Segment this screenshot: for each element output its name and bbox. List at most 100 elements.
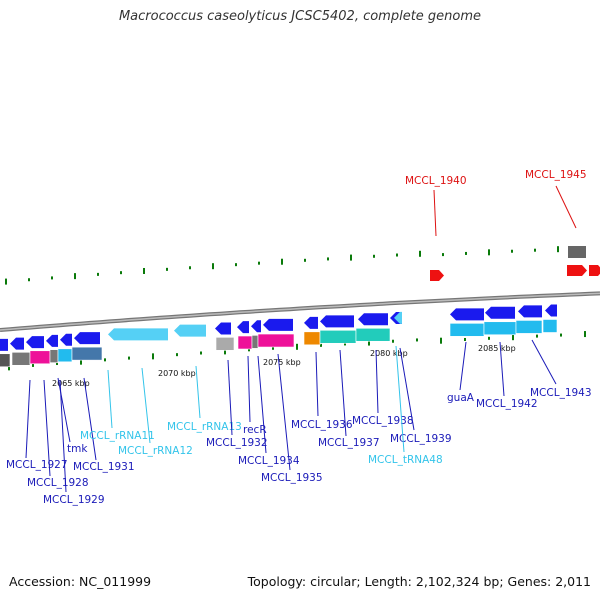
- gene-leader-line: [83, 377, 97, 461]
- gene-leader-line: [395, 345, 405, 453]
- gene-leader-line: [555, 185, 577, 229]
- skew-track-tick: [224, 348, 226, 355]
- gene-label-mccl-rrna11: MCCL_rRNA11: [80, 430, 155, 442]
- gene-label-guaa: guaA: [447, 392, 475, 404]
- gene-label-recr: recR: [243, 424, 267, 436]
- cds-arrow: [263, 318, 293, 331]
- cog-box: [0, 353, 11, 368]
- map-title: Macrococcus caseolyticus JCSC5402, compl…: [118, 9, 482, 24]
- skew-track-tick: [8, 364, 10, 371]
- gene-leader-line: [195, 365, 201, 419]
- cog-box: [257, 333, 295, 348]
- gc-track-tick: [327, 257, 329, 261]
- cog-box: [57, 348, 73, 363]
- skew-track-tick: [104, 358, 106, 362]
- cog-box: [449, 323, 485, 337]
- cds-arrow: [450, 308, 484, 321]
- cds-arrow: [0, 338, 8, 351]
- genome-backbone-highlight: [0, 292, 600, 331]
- cog-box: [237, 335, 253, 350]
- gene-label-mccl-1945: MCCL_1945: [525, 169, 587, 181]
- gc-track-tick: [419, 250, 421, 257]
- gene-leader-line: [459, 341, 467, 391]
- gc-track-tick: [488, 249, 490, 256]
- rrna-arrow: [108, 328, 168, 341]
- gc-track-tick: [304, 258, 306, 262]
- cds-arrow: [358, 313, 388, 326]
- cds-arrow: [320, 315, 354, 328]
- cds-arrow: [10, 337, 24, 350]
- cds-arrow: [518, 305, 542, 318]
- gc-track-tick: [143, 267, 145, 274]
- skew-track-tick: [344, 342, 346, 346]
- skew-track-tick: [200, 351, 202, 355]
- cog-box: [251, 335, 259, 349]
- gene-leader-line: [247, 355, 251, 423]
- gc-track-tick: [97, 272, 99, 276]
- gene-label-mccl-1931: MCCL_1931: [73, 461, 135, 473]
- gc-track-tick: [511, 249, 513, 253]
- cog-box: [355, 327, 391, 342]
- skew-track-tick: [440, 337, 442, 344]
- skew-track-tick: [512, 334, 514, 341]
- gene-arrow-mccl-1940: [430, 270, 444, 281]
- rrna-arrow: [174, 324, 206, 337]
- cds-arrow: [251, 320, 261, 333]
- gene-label-mccl-1937: MCCL_1937: [318, 437, 380, 449]
- gc-track-tick: [189, 266, 191, 270]
- gc-track-tick: [5, 278, 7, 285]
- skew-track-tick: [584, 331, 586, 338]
- gene-label-mccl-1929: MCCL_1929: [43, 494, 105, 506]
- gene-leader-line: [399, 347, 415, 431]
- gene-label-mccl-1943: MCCL_1943: [530, 387, 592, 399]
- gene-label-mccl-trna48: MCCL_tRNA48: [368, 454, 443, 466]
- cog-box: [11, 351, 31, 366]
- cds-arrow: [74, 332, 100, 345]
- cds-arrow: [46, 334, 58, 347]
- skew-track-tick: [128, 356, 130, 360]
- scale-label: 2080 kbp: [370, 349, 408, 358]
- gene-leader-line: [25, 379, 31, 459]
- trna-arrow: [394, 311, 402, 324]
- gene-leader-line: [339, 349, 347, 437]
- gc-track-tick: [396, 253, 398, 257]
- gc-track-tick: [258, 261, 260, 265]
- gene-label-mccl-1928: MCCL_1928: [27, 477, 89, 489]
- gene-label-mccl-rrna12: MCCL_rRNA12: [118, 445, 193, 457]
- gene-label-mccl-1938: MCCL_1938: [352, 415, 414, 427]
- cds-arrow: [237, 321, 249, 334]
- gc-track-tick: [281, 258, 283, 265]
- skew-track-tick: [152, 353, 154, 360]
- gc-track-tick: [235, 263, 237, 267]
- skew-track-tick: [416, 338, 418, 342]
- scale-label: 2070 kbp: [158, 369, 196, 378]
- cds-arrow: [26, 336, 44, 349]
- cog-box: [483, 321, 517, 336]
- cds-arrow: [485, 306, 515, 319]
- skew-track-tick: [320, 343, 322, 347]
- cog-box: [319, 329, 357, 344]
- gc-track-tick: [350, 254, 352, 261]
- skew-track-tick: [368, 339, 370, 346]
- gene-label-mccl-1940: MCCL_1940: [405, 175, 467, 187]
- cds-arrow: [215, 322, 231, 335]
- gc-track-tick: [212, 263, 214, 270]
- gene-leader-line: [227, 359, 233, 436]
- feature-box: [568, 246, 586, 258]
- gene-leader-line: [433, 189, 437, 237]
- gc-track-tick: [51, 276, 53, 280]
- cds-arrow: [60, 333, 72, 346]
- gene-leader-line: [141, 367, 151, 444]
- cog-box: [515, 320, 543, 334]
- skew-track-tick: [176, 353, 178, 357]
- gc-track-tick: [74, 273, 76, 280]
- skew-track-tick: [536, 334, 538, 338]
- cog-box: [542, 319, 558, 333]
- gene-label-mccl-1942: MCCL_1942: [476, 398, 538, 410]
- scale-label: 2085 kbp: [478, 344, 516, 353]
- skew-track-tick: [80, 358, 82, 365]
- gene-leader-line: [277, 353, 291, 471]
- skew-track-tick: [272, 346, 274, 350]
- skew-track-tick: [296, 343, 298, 350]
